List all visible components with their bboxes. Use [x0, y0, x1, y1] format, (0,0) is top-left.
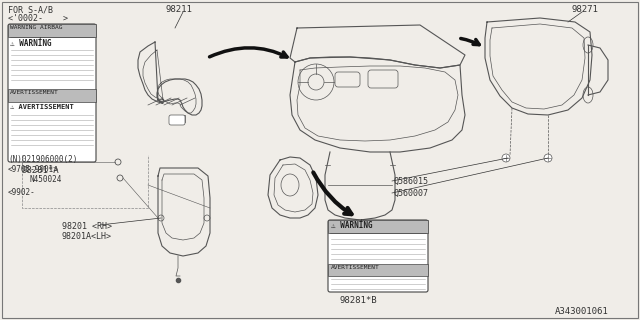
Bar — [328, 264, 428, 276]
FancyBboxPatch shape — [8, 24, 96, 162]
Bar — [8, 24, 96, 37]
Text: 98201 <RH>: 98201 <RH> — [62, 222, 112, 231]
Text: (N)021906000(2): (N)021906000(2) — [8, 155, 77, 164]
Circle shape — [502, 154, 510, 162]
Text: <9902-: <9902- — [8, 188, 36, 197]
Text: 98201A<LH>: 98201A<LH> — [62, 232, 112, 241]
Text: 98281*A: 98281*A — [22, 166, 60, 175]
Text: 98271: 98271 — [572, 5, 599, 14]
Text: AVERTISSEMENT: AVERTISSEMENT — [10, 90, 59, 95]
Text: <9705-9901>: <9705-9901> — [8, 165, 59, 174]
Text: WARNING AIRBAG: WARNING AIRBAG — [10, 25, 63, 30]
Circle shape — [544, 154, 552, 162]
Text: ⚠ WARNÍNG: ⚠ WARNÍNG — [10, 39, 52, 48]
Text: FOR S-A/B: FOR S-A/B — [8, 5, 53, 14]
Text: ⚠ AVERTISSEMENT: ⚠ AVERTISSEMENT — [10, 104, 74, 110]
Text: <'0002-    >: <'0002- > — [8, 14, 68, 23]
Text: A343001061: A343001061 — [555, 307, 609, 316]
Text: Q586015: Q586015 — [394, 177, 429, 186]
Bar — [328, 220, 428, 233]
FancyBboxPatch shape — [169, 115, 185, 125]
FancyBboxPatch shape — [328, 220, 428, 292]
Text: AVERTISSEMENT: AVERTISSEMENT — [331, 265, 380, 270]
Text: ⚠ WARNÍNG: ⚠ WARNÍNG — [331, 221, 372, 230]
Text: Q560007: Q560007 — [394, 189, 429, 198]
Text: 98211: 98211 — [165, 5, 192, 14]
Text: 98281*B: 98281*B — [340, 296, 378, 305]
Bar — [8, 89, 96, 102]
Text: N450024: N450024 — [30, 175, 62, 184]
